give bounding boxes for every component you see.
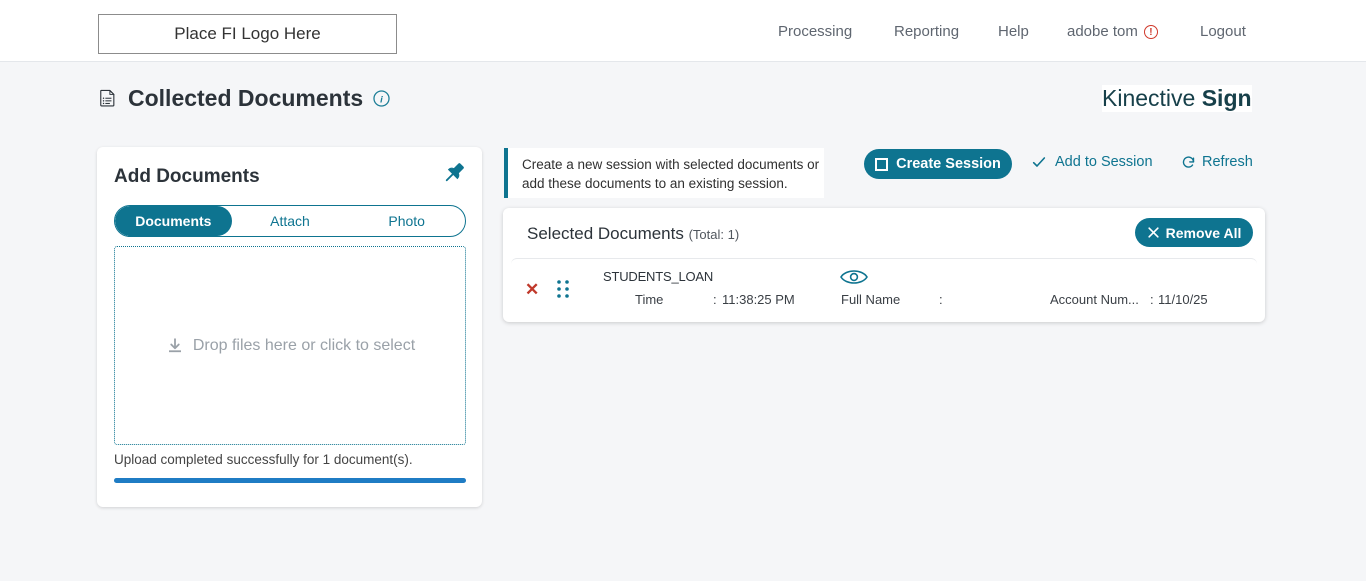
svg-text:i: i [380,94,383,105]
